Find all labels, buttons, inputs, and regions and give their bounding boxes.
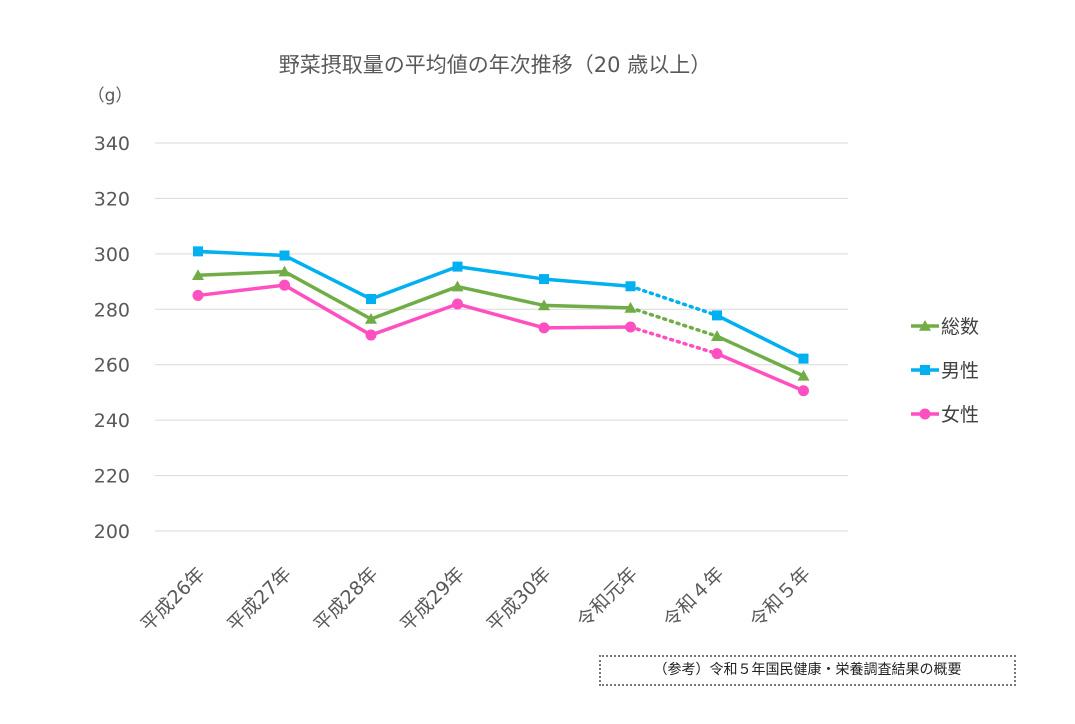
x-tick-label: 平成29年 (396, 563, 469, 636)
chart-title: 野菜摂取量の平均値の年次推移（20 歳以上） (279, 53, 711, 77)
legend-label: 女性 (941, 404, 979, 426)
x-tick-label: 平成30年 (483, 563, 556, 636)
data-point (366, 294, 376, 305)
data-point (919, 320, 931, 331)
legend-item: 総数 (911, 316, 979, 338)
y-tick-label: 280 (94, 299, 130, 321)
series-line (197, 283, 631, 337)
data-point (625, 321, 636, 333)
data-point (192, 289, 204, 301)
series-line (197, 249, 631, 301)
y-tick-label: 320 (94, 188, 130, 210)
series-dotted-line (628, 306, 719, 338)
y-axis-ticks: 200 220 240 260 280 300 320 340 (94, 133, 130, 543)
data-point (539, 274, 549, 285)
data-point (192, 269, 204, 280)
y-tick-label: 340 (94, 133, 130, 155)
y-tick-label: 300 (94, 244, 130, 266)
x-tick-label: 令和４年 (659, 563, 728, 632)
y-tick-label: 220 (94, 466, 130, 488)
legend-item: 女性 (911, 404, 979, 426)
legend-label: 男性 (941, 360, 979, 382)
source-note: （参考）令和５年国民健康・栄養調査結果の概要 (599, 655, 1016, 686)
data-point (919, 408, 931, 420)
data-point (452, 261, 463, 272)
data-point (711, 330, 723, 341)
x-tick-label: 令和５年 (746, 563, 815, 632)
data-point (712, 310, 722, 321)
legend-item: 男性 (911, 360, 979, 382)
y-tick-label: 240 (94, 410, 130, 432)
series-男性 (193, 246, 809, 364)
data-point (625, 281, 636, 292)
data-point (711, 348, 723, 360)
data-point (278, 265, 291, 277)
data-point (624, 301, 637, 313)
x-tick-label: 平成26年 (137, 563, 210, 636)
y-tick-label: 260 (94, 355, 130, 377)
legend-label: 総数 (941, 316, 979, 338)
y-tick-label: 200 (94, 521, 130, 543)
x-tick-label: 平成27年 (223, 563, 296, 636)
series-line (716, 313, 805, 361)
data-point (538, 299, 550, 311)
data-point (451, 280, 464, 292)
data-point (798, 385, 809, 397)
x-axis-ticks: 平成26年 平成27年 平成28年 平成29年 平成30年 令和元年 令和４年 令和５年 (137, 563, 815, 636)
x-tick-label: 平成28年 (310, 563, 383, 636)
data-point (797, 369, 810, 381)
series-dotted-line (628, 325, 719, 356)
data-point (920, 365, 930, 375)
data-point (279, 279, 290, 291)
series-line (197, 269, 631, 321)
x-tick-label: 令和元年 (573, 563, 642, 632)
series-line (716, 352, 805, 393)
gridlines (155, 142, 848, 532)
series-group (192, 246, 810, 397)
data-point (365, 312, 377, 324)
data-point (538, 322, 550, 334)
series-line (716, 334, 805, 378)
data-point (193, 246, 203, 257)
series-総数 (192, 265, 810, 381)
y-axis-unit-label: （g） (88, 86, 133, 106)
data-point (365, 329, 377, 341)
data-point (279, 250, 290, 261)
data-point (452, 298, 463, 310)
series-dotted-line (628, 284, 719, 318)
series-女性 (192, 279, 809, 397)
data-point (798, 353, 809, 364)
